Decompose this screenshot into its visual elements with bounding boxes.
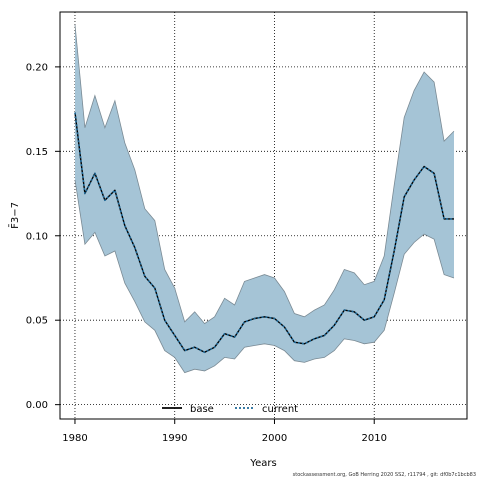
confidence-band-lower-edge: [74, 179, 455, 374]
x-tick-label: 1980: [62, 433, 87, 444]
footer-credit: stockassessment.org, GoB Herring 2020 SS…: [292, 472, 476, 478]
y-tick-label: 0.15: [26, 147, 48, 158]
y-axis: 0.00 0.05 0.10 0.15 0.20: [26, 62, 60, 411]
series-lines: [74, 112, 454, 354]
confidence-band-upper-edge: [74, 24, 455, 325]
x-tick-label: 2000: [262, 433, 287, 444]
legend: base current: [162, 404, 298, 415]
x-tick-label: 2010: [362, 433, 387, 444]
y-tick-label: 0.20: [26, 62, 48, 73]
series-line-base: [74, 112, 454, 353]
x-tick-label: 1990: [162, 433, 187, 444]
x-axis: 1980 1990 2000 2010: [62, 419, 387, 444]
y-tick-label: 0.10: [26, 231, 48, 242]
x-axis-title: Years: [249, 458, 276, 469]
y-tick-label: 0.00: [26, 400, 48, 411]
legend-label-base: base: [190, 404, 214, 415]
y-axis-title: F̄3−7: [8, 202, 21, 229]
legend-label-current: current: [262, 404, 298, 415]
plot-frame: [59, 11, 468, 420]
y-tick-label: 0.05: [26, 316, 48, 327]
confidence-band: [75, 24, 454, 373]
